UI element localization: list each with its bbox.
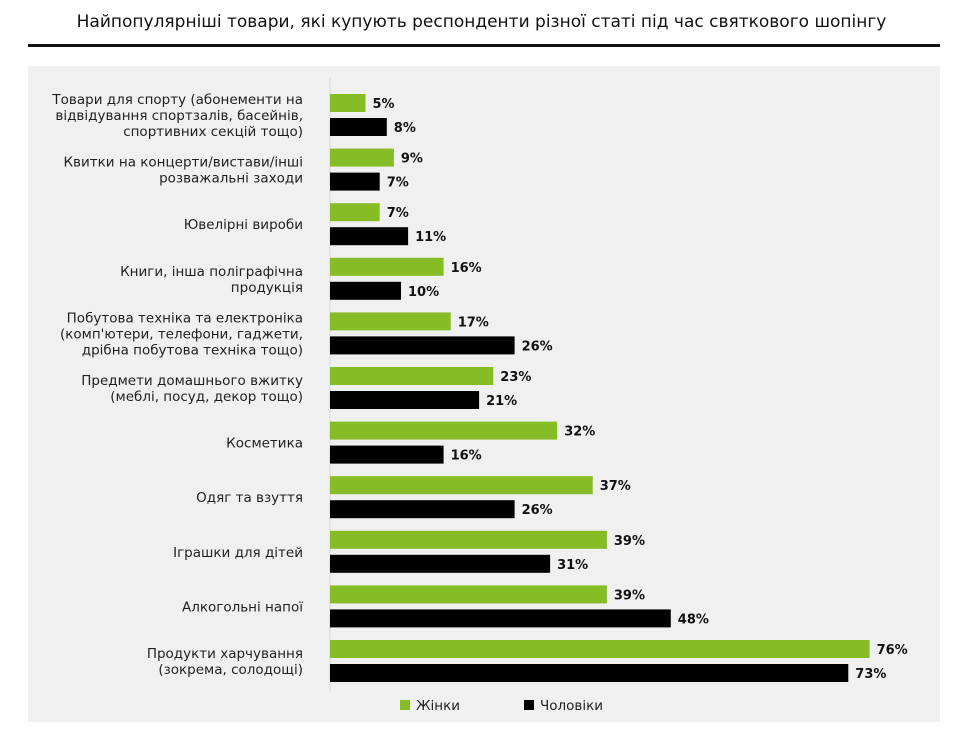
bar-men <box>330 281 401 300</box>
bar-women <box>330 94 366 112</box>
bar-women <box>330 257 444 276</box>
value-label-women: 16% <box>451 261 482 276</box>
bar-women <box>330 585 607 604</box>
chart-title: Найпопулярніші товари, які купують респо… <box>76 12 887 32</box>
value-label-women: 37% <box>600 479 631 494</box>
value-label-women: 23% <box>500 370 531 385</box>
value-label-men: 21% <box>486 394 517 409</box>
category-label-line: спортивних секцій тощо) <box>123 124 303 140</box>
value-label-men: 8% <box>394 121 416 136</box>
category-label-line: Квитки на концерти/вистави/інші <box>63 155 303 171</box>
bar-women <box>330 367 494 385</box>
bar-men <box>330 554 551 573</box>
bar-women <box>330 640 870 658</box>
value-label-men: 31% <box>557 558 588 573</box>
value-label-women: 76% <box>877 643 908 658</box>
category-label: Ювелірні вироби <box>184 217 303 233</box>
value-label-men: 73% <box>855 667 886 682</box>
category-label-line: (меблі, посуд, декор тощо) <box>110 389 303 405</box>
category-label: Книги, інша поліграфічна продукція <box>120 264 303 296</box>
value-label-men: 26% <box>522 339 553 354</box>
value-label-men: 10% <box>408 285 439 300</box>
bar-men <box>330 391 480 409</box>
bar-chart: Товари для спорту (абонементи на відвідув… <box>51 78 908 714</box>
title-divider <box>28 44 940 47</box>
value-label-women: 5% <box>373 97 395 112</box>
value-label-men: 16% <box>451 449 482 464</box>
category-label-line: Алкогольні напої <box>182 599 303 615</box>
category-label: Алкогольні напої <box>182 599 303 615</box>
category-label-line: Предмети домашнього вжитку <box>81 373 303 389</box>
category-label: Косметика <box>226 436 303 452</box>
category-label: Предмети домашнього вжитку (меблі, посуд,… <box>81 373 303 405</box>
bar-women <box>330 148 394 167</box>
category-label-line: Товари для спорту (абонементи на <box>51 92 303 108</box>
category-label-line: Ювелірні вироби <box>184 217 303 233</box>
bar-men <box>330 118 387 136</box>
bar-women <box>330 476 593 495</box>
category-label: Квитки на концерти/вистави/інші розважаль… <box>63 155 303 187</box>
category-label-line: Косметика <box>226 436 303 452</box>
legend-label: Чоловіки <box>540 698 603 714</box>
value-label-women: 9% <box>401 152 423 167</box>
legend-label: Жінки <box>416 698 460 714</box>
category-label-line: Книги, інша поліграфічна <box>120 264 303 280</box>
category-label: Продукти харчування (зокрема, солодощі) <box>147 646 303 678</box>
category-label: Товари для спорту (абонементи на відвідув… <box>51 92 303 140</box>
bar-men <box>330 336 515 355</box>
category-label-line: розважальні заходи <box>159 171 303 187</box>
value-label-men: 26% <box>522 503 553 518</box>
bar-women <box>330 312 451 331</box>
value-label-men: 48% <box>678 612 709 627</box>
category-label: Одяг та взуття <box>196 490 303 506</box>
bar-men <box>330 609 671 628</box>
legend-swatch <box>524 700 534 710</box>
category-label-line: дрібна побутова техніка тощо) <box>82 342 303 358</box>
category-label-line: Продукти харчування <box>147 646 303 662</box>
value-label-women: 7% <box>387 206 409 221</box>
category-label: Побутова техніка та електроніка (комп'юте… <box>60 310 303 358</box>
category-label: Іграшки для дітей <box>173 545 303 561</box>
bar-men <box>330 227 409 246</box>
category-label-line: (комп'ютери, телефони, гаджети, <box>60 326 303 342</box>
value-label-women: 32% <box>564 425 595 440</box>
value-label-women: 39% <box>614 534 645 549</box>
category-label-line: Іграшки для дітей <box>173 545 303 561</box>
category-label-line: (зокрема, солодощі) <box>158 662 303 678</box>
value-label-men: 7% <box>387 176 409 191</box>
category-label-line: Побутова техніка та електроніка <box>67 310 303 326</box>
value-label-women: 17% <box>458 315 489 330</box>
bar-men <box>330 445 444 464</box>
legend-swatch <box>400 700 410 710</box>
bar-women <box>330 203 380 222</box>
bar-men <box>330 172 380 191</box>
category-label-line: продукція <box>231 280 303 296</box>
bar-women <box>330 530 607 549</box>
bar-women <box>330 421 558 440</box>
value-label-women: 39% <box>614 588 645 603</box>
bar-men <box>330 664 849 682</box>
value-label-men: 11% <box>415 230 446 245</box>
category-label-line: Одяг та взуття <box>196 490 303 506</box>
category-label-line: відвідування спортзалів, басейнів, <box>55 108 303 124</box>
bar-men <box>330 500 515 519</box>
